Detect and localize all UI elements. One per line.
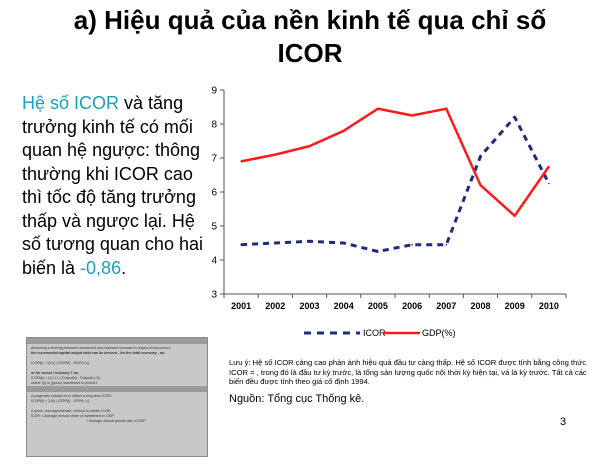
scan-line: Assuming a time lag between investment a… [31,346,171,350]
body-end: . [121,257,127,278]
x-tick-label: 2002 [265,301,285,311]
legend-label-gdp: GDP(%) [422,328,456,338]
y-tick-label: 3 [211,290,217,301]
data-point [513,215,516,217]
scan-line: ICOR(lt) = Σ(It) / (GDP(t) - GDP(t-1)) [31,399,90,403]
x-tick-label: 2006 [402,301,422,311]
scan-line: where I(t) is (gross) investment in peri… [31,381,98,385]
y-tick-label: 9 [211,86,217,97]
data-point [308,240,311,243]
y-tick-label: 6 [211,188,217,199]
chart-axes: 3 4 5 6 7 8 9 2001 2002 2003 2004 2005 2006 2007 2008 2… [211,86,567,311]
data-point [274,242,277,244]
data-point [445,243,448,246]
scan-line: A quick, and approximate, method to obta… [31,409,112,413]
series-line-gdp [240,107,550,218]
scan-line: / Average annual growth rate of GDP [87,419,146,423]
icor-highlight: Hệ số ICOR [22,93,120,113]
data-point [308,145,311,147]
chart-legend: ICOR GDP(%) [304,328,456,338]
x-tick-label: 2004 [334,301,354,311]
title-line-2: ICOR [277,38,343,68]
scan-divider-band [27,386,207,392]
data-point [445,107,448,110]
title-line-1: a) Hiệu quả của nền kinh tế qua chỉ số [73,5,547,35]
scan-line: the incremental capital output ratio can… [31,351,166,355]
x-tick-label: 2001 [231,301,251,311]
data-point [411,114,413,117]
data-point [548,182,550,185]
source-citation: Nguồn: Tổng cục Thống kê. [229,393,365,405]
x-tick-label: 2010 [539,301,559,311]
formula-scan-image: Assuming a time lag between investment a… [26,337,208,457]
y-tick-label: 4 [211,256,217,267]
data-point [342,130,345,132]
x-tick-label: 2009 [505,301,525,311]
icor-gdp-line-chart: 3 4 5 6 7 8 9 2001 2002 2003 2004 2005 2006 2007 2008 2… [211,86,567,338]
scan-line: ICOR(t) = I(t-1) / (GDP(t) - GDP(t-1)) [31,361,90,365]
x-tick-label: 2003 [299,301,319,311]
body-text: và tăng trưởng kinh tế có mối quan hệ ng… [22,93,203,278]
correlation-value: -0,86 [80,257,122,278]
x-tick-label: 2008 [470,301,490,311]
chart-note: Lưu ý: Hệ số ICOR càng cao phản ánh hiệu… [229,358,587,387]
data-point [411,243,413,246]
data-point [240,160,242,163]
legend-label-icor: ICOR [363,328,386,338]
data-point [240,243,242,246]
page-number: 3 [560,416,567,428]
series-line-icor [241,115,551,253]
chart-series [240,107,551,253]
scan-header-band [27,338,207,344]
data-point [548,165,550,168]
scan-line: ICOR = Average annual share of investmen… [31,414,114,418]
data-point [377,250,379,253]
scan-line: ICOR(it) = I(i,t-1) / (Output(it) - Outp… [31,376,101,380]
y-tick-label: 5 [211,222,217,233]
scan-line: or for sector / industry 'i' as: [31,371,80,375]
data-point [479,184,482,186]
x-tick-label: 2007 [436,301,456,311]
data-point [513,116,516,118]
x-tick-label: 2005 [368,301,388,311]
slide-title: a) Hiệu quả của nền kinh tế qua chỉ số I… [20,4,600,70]
scan-line: A pragmatic solution is to obtain a long… [31,394,112,398]
body-paragraph: Hệ số ICOR và tăng trưởng kinh tế có mối… [22,92,207,280]
data-point [479,155,482,158]
data-point [377,107,379,110]
y-tick-label: 8 [211,120,217,131]
y-tick-label: 7 [211,154,217,165]
data-point [274,153,277,156]
data-point [342,242,345,244]
